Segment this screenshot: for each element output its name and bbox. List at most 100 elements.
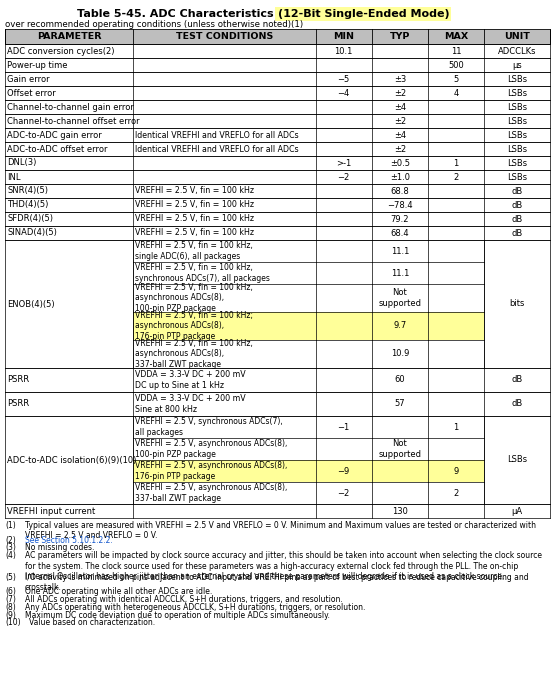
- Text: (4): (4): [5, 551, 16, 560]
- Bar: [5, 142, 550, 156]
- Text: −4: −4: [337, 89, 350, 98]
- Text: Not
supported: Not supported: [379, 288, 421, 308]
- Text: 68.4: 68.4: [391, 229, 409, 238]
- Text: dB: dB: [511, 186, 523, 195]
- Bar: [5, 416, 133, 504]
- Text: I/O activity is minimized on pins adjacent to ADC input and VREFHI pins as part : I/O activity is minimized on pins adjace…: [25, 572, 528, 592]
- Text: VREFHI = 2.5 V, fin = 100 kHz: VREFHI = 2.5 V, fin = 100 kHz: [135, 186, 254, 195]
- Bar: [133, 340, 484, 368]
- Text: 11.1: 11.1: [391, 268, 409, 277]
- Text: (9): (9): [5, 611, 16, 620]
- Text: Value based on characterization.: Value based on characterization.: [29, 618, 155, 627]
- Text: ADCCLKs: ADCCLKs: [498, 46, 536, 55]
- Text: Table 5-45. ADC Characteristics: Table 5-45. ADC Characteristics: [77, 9, 278, 19]
- Text: LSBs: LSBs: [507, 455, 527, 464]
- Text: TYP: TYP: [390, 32, 410, 41]
- Text: 4: 4: [453, 89, 458, 98]
- Text: LSBs: LSBs: [507, 89, 527, 98]
- Bar: [133, 482, 484, 504]
- Text: SINAD(4)(5): SINAD(4)(5): [7, 229, 57, 238]
- Bar: [133, 460, 484, 482]
- Text: VREFHI = 2.5 V, fin = 100 kHz,
asynchronous ADCs(8),
100-pin PZP package: VREFHI = 2.5 V, fin = 100 kHz, asynchron…: [135, 283, 253, 313]
- Bar: [133, 240, 484, 262]
- Text: 9: 9: [453, 466, 458, 475]
- Text: 500: 500: [448, 60, 464, 69]
- Text: ADC-to-ADC offset error: ADC-to-ADC offset error: [7, 145, 108, 154]
- Bar: [5, 29, 550, 44]
- Text: ±3: ±3: [393, 75, 406, 83]
- Text: VREFHI = 2.5 V, fin = 100 kHz,
asynchronous ADCs(8),
337-ball ZWT package: VREFHI = 2.5 V, fin = 100 kHz, asynchron…: [135, 339, 253, 369]
- Text: 2: 2: [453, 489, 458, 498]
- Text: −2: −2: [337, 173, 350, 182]
- Text: PSRR: PSRR: [7, 376, 29, 385]
- Text: Offset error: Offset error: [7, 89, 56, 98]
- Text: (7): (7): [5, 595, 16, 604]
- Text: (1): (1): [5, 521, 16, 530]
- Text: −78.4: −78.4: [387, 200, 413, 209]
- Bar: [484, 240, 550, 368]
- Text: −2: −2: [337, 489, 350, 498]
- Text: LSBs: LSBs: [507, 103, 527, 112]
- Text: 11.1: 11.1: [391, 247, 409, 256]
- Bar: [133, 284, 484, 312]
- Text: 2: 2: [453, 173, 458, 182]
- Text: Maximum DC code deviation due to operation of multiple ADCs simultaneously.: Maximum DC code deviation due to operati…: [25, 611, 330, 620]
- Text: VDDA = 3.3-V DC + 200 mV
Sine at 800 kHz: VDDA = 3.3-V DC + 200 mV Sine at 800 kHz: [135, 394, 246, 414]
- Text: LSBs: LSBs: [507, 116, 527, 125]
- Text: dB: dB: [511, 376, 523, 385]
- Bar: [5, 212, 550, 226]
- Bar: [133, 262, 484, 284]
- Text: (2): (2): [5, 536, 16, 545]
- Text: Any ADCs operating with heterogeneous ADCCLK, S+H durations, triggers, or resolu: Any ADCs operating with heterogeneous AD…: [25, 603, 365, 612]
- Text: UNIT: UNIT: [504, 32, 530, 41]
- Bar: [5, 184, 550, 198]
- Text: (12-Bit Single-Ended Mode): (12-Bit Single-Ended Mode): [278, 9, 449, 19]
- Text: 10.1: 10.1: [335, 46, 353, 55]
- Text: 11: 11: [451, 46, 461, 55]
- Text: VREFHI = 2.5 V, fin = 100 kHz: VREFHI = 2.5 V, fin = 100 kHz: [135, 229, 254, 238]
- Text: ±2: ±2: [394, 116, 406, 125]
- Text: −9: −9: [337, 466, 350, 475]
- Text: (3): (3): [5, 543, 16, 552]
- Text: VREFHI = 2.5 V, fin = 100 kHz,
synchronous ADCs(7), all packages: VREFHI = 2.5 V, fin = 100 kHz, synchrono…: [135, 263, 270, 283]
- Text: bits: bits: [509, 299, 524, 308]
- Bar: [5, 156, 550, 170]
- Text: −5: −5: [337, 75, 350, 83]
- Text: Typical values are measured with VREFHI = 2.5 V and VREFLO = 0 V. Minimum and Ma: Typical values are measured with VREFHI …: [25, 521, 536, 541]
- Text: SNR(4)(5): SNR(4)(5): [7, 186, 48, 195]
- Text: MIN: MIN: [333, 32, 354, 41]
- Bar: [133, 416, 484, 438]
- Text: VREFHI = 2.5 V, asynchronous ADCs(8),
100-pin PZP package: VREFHI = 2.5 V, asynchronous ADCs(8), 10…: [135, 439, 287, 459]
- Text: VREFHI = 2.5 V, asynchronous ADCs(8),
337-ball ZWT package: VREFHI = 2.5 V, asynchronous ADCs(8), 33…: [135, 483, 287, 502]
- Text: VREFHI = 2.5 V, fin = 100 kHz;
asynchronous ADCs(8),
176-pin PTP package: VREFHI = 2.5 V, fin = 100 kHz; asynchron…: [135, 311, 253, 341]
- Text: (5): (5): [5, 572, 16, 581]
- Bar: [5, 128, 550, 142]
- Text: THD(4)(5): THD(4)(5): [7, 200, 48, 209]
- Text: over recommended operating conditions (unless otherwise noted)(1): over recommended operating conditions (u…: [5, 20, 303, 29]
- Text: (10): (10): [5, 618, 21, 627]
- Text: PSRR: PSRR: [7, 399, 29, 408]
- Text: 68.8: 68.8: [391, 186, 409, 195]
- Text: LSBs: LSBs: [507, 130, 527, 139]
- Bar: [5, 170, 550, 184]
- Text: ADC-to-ADC gain error: ADC-to-ADC gain error: [7, 130, 102, 139]
- Text: ±4: ±4: [394, 130, 406, 139]
- Text: VREFHI = 2.5 V, fin = 100 kHz: VREFHI = 2.5 V, fin = 100 kHz: [135, 200, 254, 209]
- Text: AC parameters will be impacted by clock source accuracy and jitter, this should : AC parameters will be impacted by clock …: [25, 551, 542, 581]
- Text: 79.2: 79.2: [391, 215, 409, 224]
- Text: (8): (8): [5, 603, 16, 612]
- Text: 5: 5: [453, 75, 458, 83]
- Bar: [5, 114, 550, 128]
- Text: No missing codes.: No missing codes.: [25, 543, 94, 552]
- Text: ±4: ±4: [394, 103, 406, 112]
- Text: Power-up time: Power-up time: [7, 60, 68, 69]
- Text: ±2: ±2: [394, 89, 406, 98]
- Text: SFDR(4)(5): SFDR(4)(5): [7, 215, 53, 224]
- Text: LSBs: LSBs: [507, 75, 527, 83]
- Text: VREFHI = 2.5 V, fin = 100 kHz: VREFHI = 2.5 V, fin = 100 kHz: [135, 215, 254, 224]
- Text: dB: dB: [511, 399, 523, 408]
- Text: VREFHI = 2.5 V, synchronous ADCs(7),
all packages: VREFHI = 2.5 V, synchronous ADCs(7), all…: [135, 417, 283, 437]
- Bar: [5, 58, 550, 72]
- Bar: [5, 72, 550, 86]
- Bar: [484, 416, 550, 504]
